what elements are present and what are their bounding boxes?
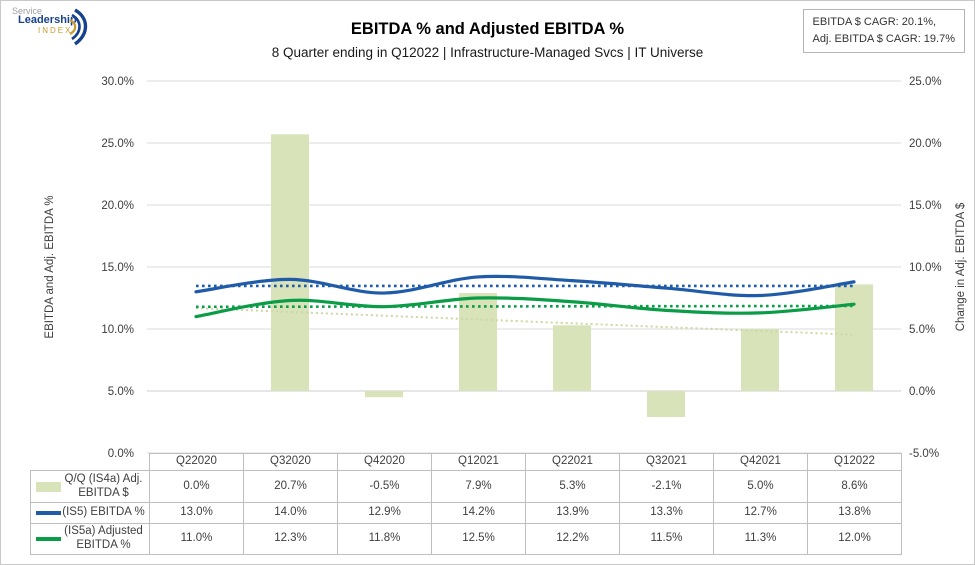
table-value-cell: 7.9%	[431, 470, 526, 503]
table-value-cell: 13.3%	[619, 502, 714, 524]
adj-ebitda-line	[194, 296, 856, 319]
table-value-cell: 12.3%	[243, 523, 338, 555]
ebitda-line	[194, 274, 856, 298]
table-value-cell: 12.9%	[337, 502, 432, 524]
table-value-cell: 13.9%	[525, 502, 620, 524]
logo-swoosh-icon	[69, 8, 88, 46]
table-header-quarter: Q42021	[713, 453, 808, 471]
right-tick-label: 5.0%	[909, 324, 935, 336]
qq-adj-ebitda-row: Q/Q (IS4a) Adj. EBITDA $0.0% 20.7% -0.5% 7.…	[30, 470, 902, 503]
cagr-line-1: EBITDA $ CAGR: 20.1%,	[812, 16, 937, 28]
table-corner-cell	[31, 454, 150, 471]
table-value-cell: 13.8%	[807, 502, 902, 524]
left-tick-label: 30.0%	[101, 76, 134, 88]
table-value-cell: 13.0%	[149, 502, 244, 524]
series-label: Q/Q (IS4a) Adj. EBITDA $	[64, 472, 143, 499]
right-tick-label: 15.0%	[909, 200, 942, 212]
line-legend-swatch	[36, 536, 61, 541]
table-header-quarter: Q32021	[619, 453, 714, 471]
table-header-quarter: Q22020	[149, 453, 244, 471]
service-leadership-logo: Service Leadership INDEX	[9, 5, 101, 49]
left-tick-label: 25.0%	[101, 138, 134, 150]
series-label-cell: Q/Q (IS4a) Adj. EBITDA $	[30, 470, 150, 503]
qq-adj-ebitda-bar	[647, 391, 685, 418]
qq-adj-ebitda-bar	[365, 391, 403, 398]
qq-adj-ebitda-bar	[459, 293, 497, 391]
logo-leadership-text: Leadership	[18, 14, 77, 26]
table-value-cell: 12.5%	[431, 523, 526, 555]
right-tick-label: 0.0%	[909, 386, 935, 398]
adj-ebitda-pct-row: (IS5a) Adjusted EBITDA % 11.0% 12.3% 11.8% 1…	[30, 523, 902, 555]
left-tick-label: 0.0%	[108, 448, 134, 460]
table-value-cell: 8.6%	[807, 470, 902, 503]
qq-adj-ebitda-bar	[835, 284, 873, 391]
line-legend-swatch	[36, 510, 61, 515]
chart-title: EBITDA % and Adjusted EBITDA %	[350, 20, 625, 38]
logo-index-text: INDEX	[38, 26, 73, 35]
cagr-callout-box: EBITDA $ CAGR: 20.1%, Adj. EBITDA $ CAGR…	[802, 9, 965, 53]
table-value-cell: 14.0%	[243, 502, 338, 524]
left-tick-label: 5.0%	[108, 386, 134, 398]
left-tick-label: 10.0%	[101, 324, 134, 336]
series-label: (IS5a) Adjusted EBITDA %	[64, 525, 143, 551]
table-value-cell: 11.5%	[619, 523, 714, 555]
table-value-cell: -2.1%	[619, 470, 714, 503]
table-value-cell: 5.3%	[525, 470, 620, 503]
table-value-cell: 12.7%	[713, 502, 808, 524]
adj-ebitda-trendline	[195, 304, 855, 309]
table-header-quarter: Q42020	[337, 453, 432, 471]
table-header-quarter: Q32020	[243, 453, 338, 471]
table-value-cell: 12.2%	[525, 523, 620, 555]
table-value-cell: 11.8%	[337, 523, 432, 555]
table-value-cell: 0.0%	[149, 470, 244, 503]
table-value-cell: 14.2%	[431, 502, 526, 524]
right-tick-label: 10.0%	[909, 262, 942, 274]
logo-service-text: Service	[12, 6, 43, 16]
left-axis-title: EBITDA and Adj. EBITDA %	[44, 195, 56, 338]
bar-legend-swatch	[36, 481, 61, 492]
qq-adj-ebitda-bar	[741, 329, 779, 391]
table-header-quarter: Q12022	[807, 453, 902, 471]
right-tick-label: -5.0%	[909, 448, 939, 460]
chart-subtitle: 8 Quarter ending in Q12022 | Infrastruct…	[271, 45, 704, 60]
table-value-cell: 11.3%	[713, 523, 808, 555]
right-tick-label: 25.0%	[909, 76, 942, 88]
table-header-quarter: Q22021	[525, 453, 620, 471]
series-label-cell: (IS5a) Adjusted EBITDA %	[30, 523, 150, 555]
right-axis-title: Change in Adj. EBITDA $	[955, 202, 967, 331]
ebitda-pct-row: (IS5) EBITDA % 13.0% 14.0% 12.9% 14.2% 13.9% 1…	[30, 502, 902, 524]
table-value-cell: 12.0%	[807, 523, 902, 555]
table-value-cell: -0.5%	[337, 470, 432, 503]
right-tick-label: 20.0%	[909, 138, 942, 150]
series-label: (IS5) EBITDA %	[62, 506, 145, 519]
left-tick-label: 15.0%	[101, 262, 134, 274]
table-value-cell: 11.0%	[149, 523, 244, 555]
table-value-cell: 20.7%	[243, 470, 338, 503]
cagr-line-2: Adj. EBITDA $ CAGR: 19.7%	[812, 32, 955, 45]
left-tick-label: 20.0%	[101, 200, 134, 212]
series-label-cell: (IS5) EBITDA %	[30, 502, 150, 524]
table-value-cell: 5.0%	[713, 470, 808, 503]
data-table-legend: Q22020 Q32020 Q42020 Q12021 Q22021 Q32021 Q420…	[30, 453, 902, 555]
qq-adj-ebitda-bar	[553, 325, 591, 391]
table-header-quarter: Q12021	[431, 453, 526, 471]
qq-adj-ebitda-bar	[271, 134, 309, 391]
